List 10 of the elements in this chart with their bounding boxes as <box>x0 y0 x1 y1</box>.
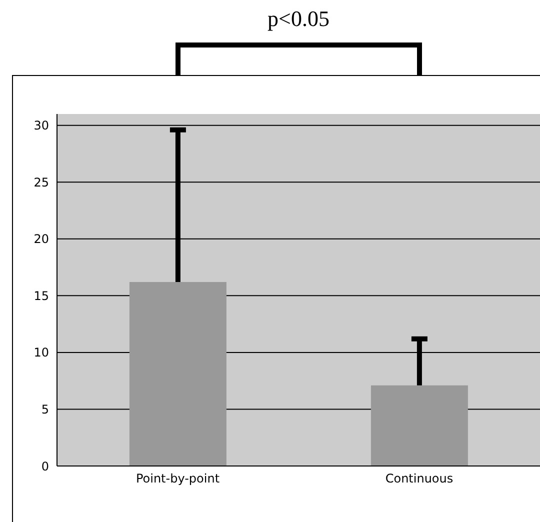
x-tick-label: Continuous <box>385 472 454 486</box>
y-tick-label: 20 <box>34 232 49 246</box>
y-tick-label: 0 <box>41 459 49 474</box>
y-tick-label: 5 <box>41 402 49 416</box>
y-tick-label: 25 <box>34 175 49 190</box>
y-tick-label: 30 <box>34 118 49 133</box>
y-tick-label: 15 <box>34 288 49 303</box>
text: p<0.05 <box>266 6 330 32</box>
x-tick-label: Point-by-point <box>136 472 220 486</box>
y-tick-label: 10 <box>34 346 49 360</box>
